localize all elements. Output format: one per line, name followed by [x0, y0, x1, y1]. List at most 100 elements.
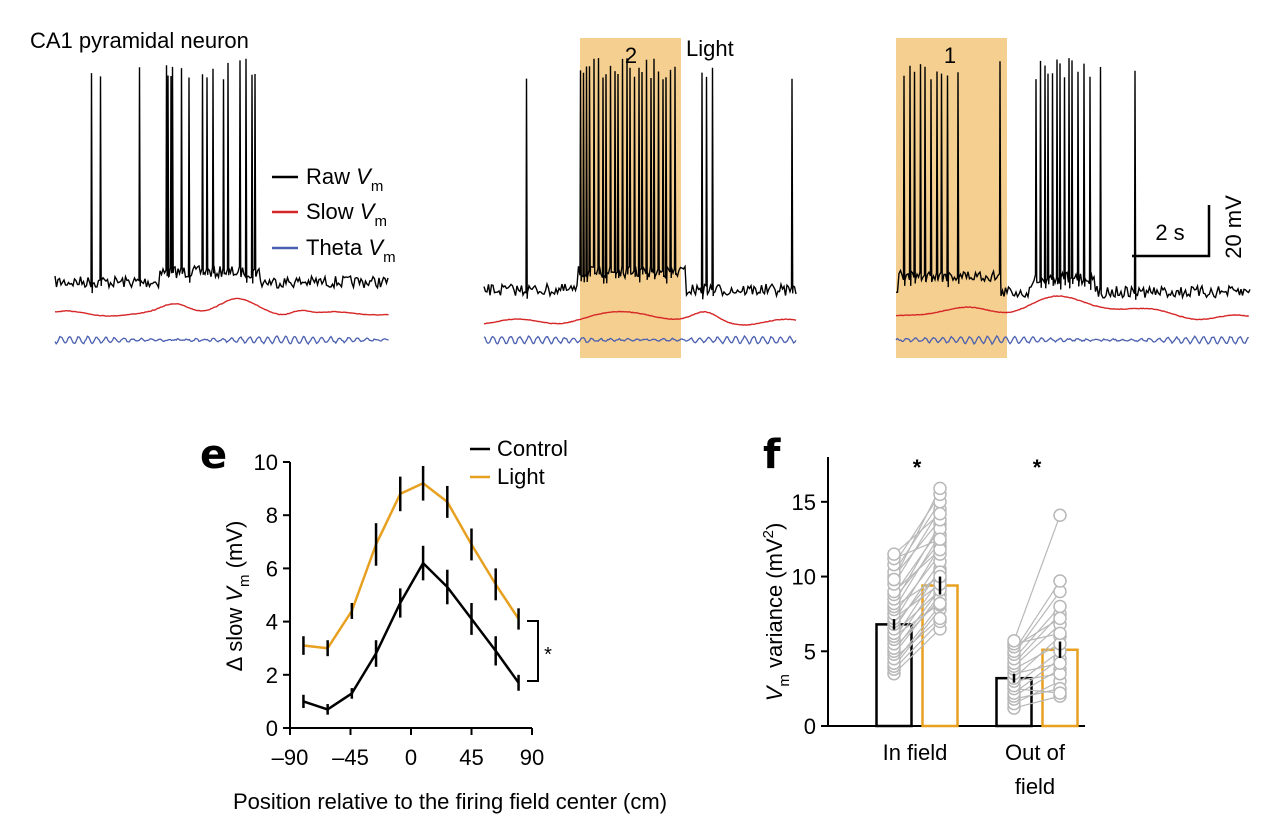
panel-e-y-axis-label: Δ slow Vm (mV) — [222, 521, 253, 672]
panel-e-y-tick-label: 10 — [254, 450, 278, 475]
paired-line — [893, 628, 941, 675]
paired-line — [893, 501, 941, 573]
panel-f-y-tick-label: 10 — [792, 565, 816, 590]
data-point-light — [933, 611, 947, 626]
light-box-label-2: 2 — [625, 43, 637, 68]
series-line-control — [303, 561, 520, 711]
paired-line — [893, 583, 941, 619]
panel-letter-e: e — [200, 432, 227, 478]
theta-vm-trace-control — [54, 335, 389, 346]
category-label: Out of — [1005, 740, 1066, 765]
paired-line — [893, 538, 941, 560]
legend-label-theta: Theta Vm — [306, 235, 396, 266]
paired-line — [893, 571, 941, 625]
significance-star-e: * — [544, 644, 552, 666]
paired-line — [893, 508, 941, 585]
light-label: Light — [686, 36, 734, 61]
data-point-light — [933, 507, 947, 521]
paired-line — [893, 549, 941, 592]
panel-e-y-tick-label: 4 — [266, 610, 278, 635]
paired-line — [1013, 662, 1061, 675]
panel-f: f 0 5 10 15 * In field * Out of field Vm varianc… — [760, 432, 1085, 799]
data-point-light — [1053, 656, 1067, 670]
data-point-control — [887, 572, 901, 587]
data-point-light — [1053, 626, 1067, 641]
panel-f-y-axis-label: Vm variance (mV2) — [760, 523, 793, 702]
paired-line — [893, 561, 941, 630]
panel-f-y-tick-label: 5 — [804, 639, 816, 664]
paired-line — [1013, 680, 1061, 705]
panel-e-x-tick-label: 90 — [520, 745, 544, 770]
light-box-label-1: 1 — [944, 43, 956, 68]
paired-line — [893, 534, 941, 610]
category-label: In field — [883, 740, 948, 765]
paired-line — [1013, 688, 1061, 694]
data-point-light — [1053, 611, 1067, 626]
paired-line — [1013, 673, 1061, 682]
paired-line — [893, 598, 941, 649]
data-point-light — [933, 532, 947, 546]
trace-panel-light-2: 2 Light — [483, 36, 797, 358]
data-point-light — [933, 596, 947, 611]
paired-line — [1013, 635, 1061, 679]
data-point-light — [1053, 574, 1067, 588]
trace-title: CA1 pyramidal neuron — [30, 28, 249, 53]
category-label: field — [1015, 774, 1055, 799]
data-point-control — [887, 547, 901, 561]
paired-line — [1013, 591, 1061, 655]
paired-line — [1013, 695, 1061, 709]
panel-e-y-tick-label: 0 — [266, 716, 278, 741]
series-line-light — [303, 482, 520, 650]
significance-bracket — [527, 620, 539, 682]
paired-line — [893, 617, 941, 660]
panel-e-x-axis-label: Position relative to the firing field ce… — [233, 789, 667, 814]
paired-line — [1013, 643, 1061, 670]
raw-vm-trace-1 — [895, 58, 1251, 301]
slow-vm-trace-2 — [483, 310, 797, 326]
legend-label-raw: Raw Vm — [306, 164, 383, 195]
panel-e-x-tick-label: –90 — [272, 745, 309, 770]
significance-star-f: * — [1033, 455, 1042, 480]
scale-bar-lines — [1132, 205, 1211, 258]
paired-line — [1013, 658, 1061, 694]
paired-line — [1013, 580, 1061, 652]
panel-e: e 0 2 4 6 8 10 –90 –45 0 45 90 Control Light Posit… — [200, 432, 667, 814]
paired-line — [893, 576, 941, 607]
paired-line — [893, 620, 941, 670]
legend-label-control: Control — [497, 436, 568, 461]
panel-e-y-tick-label: 8 — [266, 503, 278, 528]
trace-panel-light-1: 1 — [895, 38, 1251, 358]
scale-bar: 2 s 20 mV — [1132, 195, 1246, 259]
panel-e-x-tick-label: 45 — [459, 745, 483, 770]
paired-line — [893, 553, 941, 615]
paired-line — [893, 604, 941, 664]
panel-e-x-tick-label: 0 — [405, 745, 417, 770]
panel-e-plot-area: 0 2 4 6 8 10 –90 –45 0 45 90 — [254, 450, 545, 770]
panel-e-y-tick-label: 2 — [266, 663, 278, 688]
trace-panel-control — [54, 58, 389, 346]
paired-line — [893, 528, 941, 595]
paired-line — [893, 519, 941, 577]
data-point-light — [1053, 686, 1067, 700]
paired-line — [1013, 632, 1061, 645]
data-point-light — [1053, 508, 1067, 523]
paired-line — [1013, 688, 1061, 700]
panel-e-y-tick-label: 6 — [266, 556, 278, 581]
paired-line — [1013, 515, 1061, 642]
paired-line — [1013, 668, 1061, 697]
panel-f-plot-area: 0 5 10 15 * In field * Out of field — [792, 455, 1085, 799]
theta-vm-trace-1 — [895, 334, 1250, 346]
panel-e-x-tick-label: –45 — [332, 745, 369, 770]
slow-vm-trace-1 — [895, 295, 1250, 321]
raw-vm-trace-2 — [483, 58, 797, 300]
data-point-control — [1007, 634, 1021, 648]
paired-line — [893, 488, 941, 580]
scale-bar-voltage-label: 20 mV — [1221, 195, 1246, 259]
legend-label-light: Light — [497, 464, 545, 489]
trace-legend: Raw Vm Slow Vm Theta Vm — [272, 164, 396, 266]
data-point-light — [1053, 599, 1067, 614]
paired-line — [893, 494, 941, 565]
panel-f-y-tick-label: 15 — [792, 490, 816, 515]
legend-label-slow: Slow Vm — [306, 199, 387, 230]
